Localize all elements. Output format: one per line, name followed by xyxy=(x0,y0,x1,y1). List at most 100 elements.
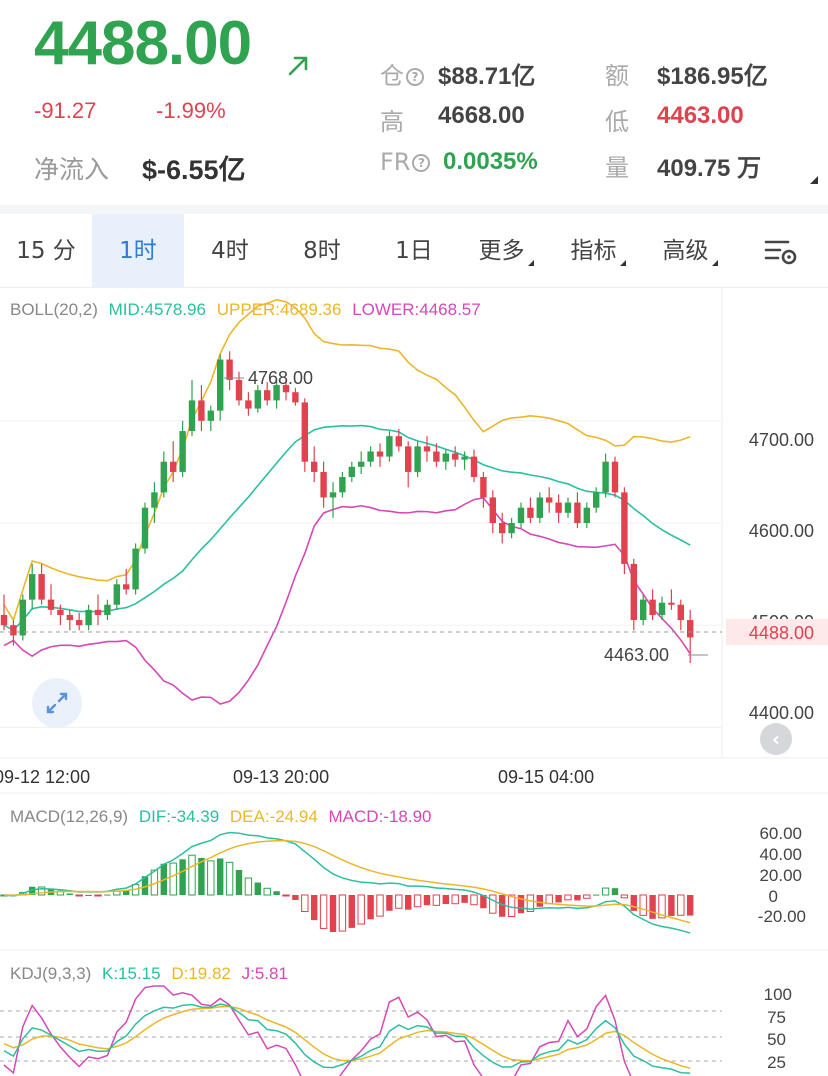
help-icon[interactable]: ? xyxy=(412,154,431,172)
high-label: 高 xyxy=(380,108,404,136)
macd-bar xyxy=(405,895,412,910)
boll-upper-line xyxy=(3,298,691,622)
funding-rate-value: 0.0035% xyxy=(443,148,538,175)
candle-body xyxy=(602,461,609,493)
chart-settings-icon[interactable] xyxy=(764,238,798,266)
svg-text:MACD(12,26,9) DIF:-34.39: MACD(12,26,9) DIF:-34.39 DEA:-24.94 MACD… xyxy=(10,807,432,826)
help-icon[interactable]: ? xyxy=(406,68,424,86)
candle-body xyxy=(536,497,543,518)
low-marker: 4463.00 xyxy=(604,645,669,665)
macd-bar xyxy=(329,895,337,933)
price-chart[interactable]: BOLL(20,2) MID:4578.96 UPPER:4689.36 LOW… xyxy=(0,288,828,1076)
macd-bar xyxy=(489,894,497,914)
macd-bar xyxy=(75,894,83,897)
macd-bar xyxy=(658,894,666,919)
candle-body xyxy=(508,523,515,534)
candle-body xyxy=(207,410,214,421)
candle-body xyxy=(348,466,355,478)
macd-bar xyxy=(601,887,610,896)
collapse-panel-button[interactable]: ‹ xyxy=(760,723,792,755)
macd-bar xyxy=(649,895,656,919)
candle-body xyxy=(668,602,675,605)
candle-body xyxy=(76,620,83,626)
candle-body xyxy=(489,497,496,523)
candle-body xyxy=(311,461,318,472)
tab-more[interactable]: 更多 xyxy=(460,214,552,288)
macd-bar xyxy=(198,857,205,895)
candle-body xyxy=(621,492,628,564)
macd-bar xyxy=(207,860,215,896)
candle-body xyxy=(423,446,431,452)
macd-bar xyxy=(630,895,637,911)
kdj-k: K:15.15 xyxy=(102,964,161,983)
kdj-k-line xyxy=(3,1003,691,1074)
volume-label: 量 xyxy=(605,154,629,182)
boll-mid-line xyxy=(3,424,691,632)
candle-body xyxy=(235,379,243,401)
macd-bar xyxy=(66,893,73,895)
kdj-d-line xyxy=(3,1005,691,1069)
candle-body xyxy=(593,492,600,508)
tab-4h[interactable]: 4时 xyxy=(211,238,249,264)
candle-body xyxy=(414,446,421,472)
macd-bar xyxy=(574,895,581,901)
low-label: 低 xyxy=(605,108,629,136)
candle-body xyxy=(29,574,36,600)
kdj-tick: 75 xyxy=(767,1008,786,1027)
macd-bar xyxy=(677,894,685,916)
macd-bar xyxy=(141,876,149,895)
macd-bar xyxy=(282,894,290,897)
kdj-tick: 50 xyxy=(767,1030,786,1049)
candle-body xyxy=(292,392,299,403)
macd-bar xyxy=(564,894,572,901)
boll-mid: MID:4578.96 xyxy=(109,300,206,319)
macd-bar xyxy=(413,894,422,908)
macd-bar xyxy=(179,859,186,895)
macd-bar xyxy=(311,895,318,921)
macd-bar xyxy=(292,895,299,901)
candle-body xyxy=(658,602,666,615)
candle-body xyxy=(320,471,327,498)
candle-body xyxy=(141,507,149,549)
net-inflow-value: $-6.55亿 xyxy=(142,155,246,185)
macd-dea-line xyxy=(3,839,691,924)
tab-1h[interactable]: 1时 xyxy=(92,214,184,288)
candle-body xyxy=(226,359,233,380)
candle-body xyxy=(38,574,45,600)
tab-advanced[interactable]: 高级 xyxy=(644,214,736,288)
tab-15m[interactable]: 15 分 xyxy=(16,238,76,264)
macd-bar xyxy=(188,854,196,896)
expand-corner-icon[interactable] xyxy=(810,176,818,184)
macd-bar xyxy=(583,894,591,899)
candle-body xyxy=(376,451,384,457)
macd-bar xyxy=(499,895,506,917)
candle-body xyxy=(611,461,619,493)
macd-bar xyxy=(254,882,261,895)
kdj-label: KDJ(9,3,3) xyxy=(10,964,91,983)
macd-bar xyxy=(367,895,374,920)
macd-bar xyxy=(545,894,553,905)
svg-text:BOLL(20,2) MID:4578.96: BOLL(20,2) MID:4578.96 UPPER:4689.36 LOW… xyxy=(10,300,481,319)
funding-rate-label: FR? xyxy=(380,148,431,176)
candle-body xyxy=(123,584,130,590)
macd-dif-line xyxy=(3,831,691,934)
candle-body xyxy=(217,359,224,411)
candle-body xyxy=(66,614,73,621)
tab-1d[interactable]: 1日 xyxy=(395,238,433,264)
tab-indicators[interactable]: 指标 xyxy=(552,214,644,288)
macd-bar xyxy=(123,890,130,895)
fullscreen-button[interactable] xyxy=(32,678,82,728)
kdj-j: J:5.81 xyxy=(242,964,288,983)
macd-bar xyxy=(611,888,619,895)
candle-body xyxy=(273,385,280,401)
candle-body xyxy=(470,456,478,478)
macd-tick: 0 xyxy=(769,887,778,906)
candle-body xyxy=(282,385,290,393)
divider xyxy=(0,205,828,214)
candle-body xyxy=(254,390,261,409)
arrow-up-right-icon xyxy=(288,56,308,76)
low-value: 4463.00 xyxy=(657,102,744,129)
tab-8h[interactable]: 8时 xyxy=(303,238,341,264)
price-tick: 4600.00 xyxy=(749,521,814,541)
kdj-tick: 25 xyxy=(767,1053,786,1072)
